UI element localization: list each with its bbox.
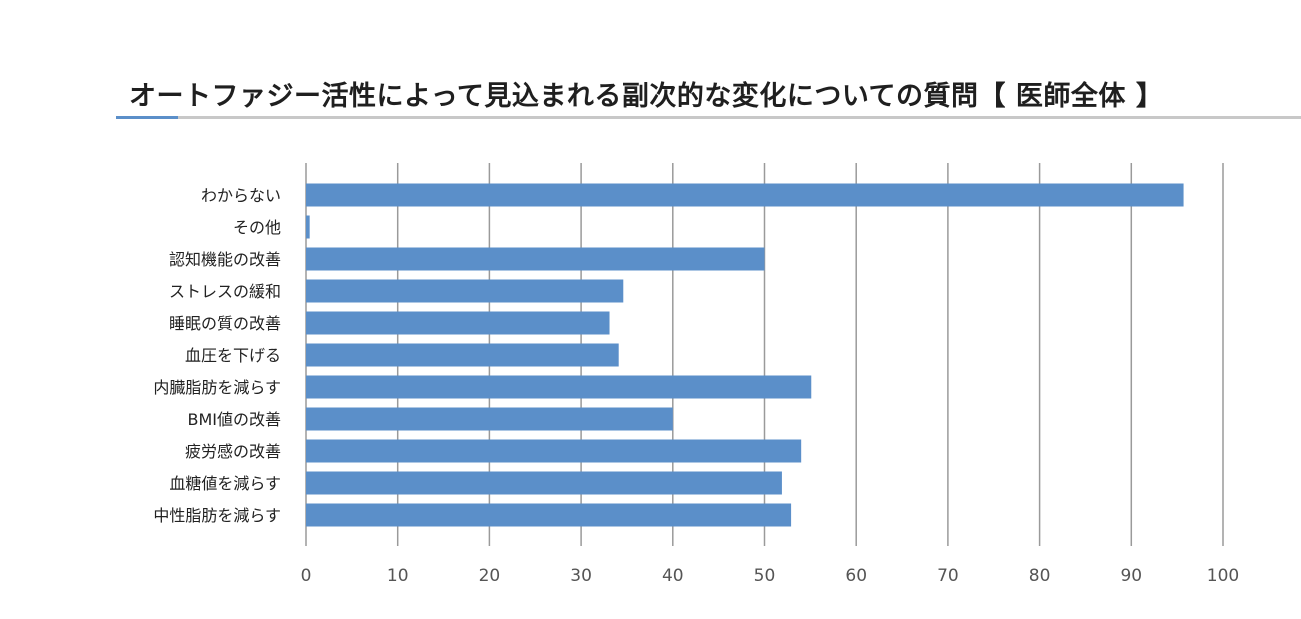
category-label: ストレスの緩和 <box>169 282 281 301</box>
category-label: BMI値の改善 <box>187 410 281 429</box>
x-tick-label: 80 <box>1029 566 1051 586</box>
bar <box>306 343 619 367</box>
bar <box>306 247 765 271</box>
bar <box>306 183 1184 207</box>
chart-title: オートファジー活性によって見込まれる副次的な変化についての質問【 医師全体 】 <box>129 81 1164 112</box>
title-underline <box>116 116 1301 119</box>
category-label: 認知機能の改善 <box>169 250 281 269</box>
x-tick-label: 50 <box>754 566 776 586</box>
x-tick-label: 20 <box>479 566 501 586</box>
category-label: わからない <box>201 186 281 205</box>
category-labels: わからないその他認知機能の改善ストレスの緩和睡眠の質の改善血圧を下げる内臓脂肪を… <box>153 186 281 525</box>
x-tick-label: 70 <box>937 566 959 586</box>
bar <box>306 279 624 303</box>
x-tick-label: 40 <box>662 566 684 586</box>
x-tick-label: 30 <box>570 566 592 586</box>
bar <box>306 311 610 335</box>
category-label: 血糖値を減らす <box>169 474 281 493</box>
category-label: 睡眠の質の改善 <box>169 314 281 333</box>
bar <box>306 375 812 399</box>
category-label: 内臓脂肪を減らす <box>153 378 281 397</box>
x-tick-labels: 0 10 20 30 40 50 60 70 80 90 100 <box>301 566 1240 586</box>
bar <box>306 407 673 431</box>
category-label: 血圧を下げる <box>185 346 281 365</box>
category-label: その他 <box>233 218 281 237</box>
bar <box>306 471 782 495</box>
x-tick-label: 60 <box>845 566 867 586</box>
x-tick-label: 100 <box>1207 566 1239 586</box>
bar <box>306 503 792 527</box>
bar <box>306 439 802 463</box>
bars <box>306 183 1184 527</box>
bar <box>306 215 310 239</box>
x-tick-label: 10 <box>387 566 409 586</box>
x-tick-label: 0 <box>301 566 312 586</box>
x-tick-label: 90 <box>1120 566 1142 586</box>
title-underline-accent <box>116 116 178 119</box>
category-label: 疲労感の改善 <box>185 442 281 461</box>
category-label: 中性脂肪を減らす <box>153 506 281 525</box>
